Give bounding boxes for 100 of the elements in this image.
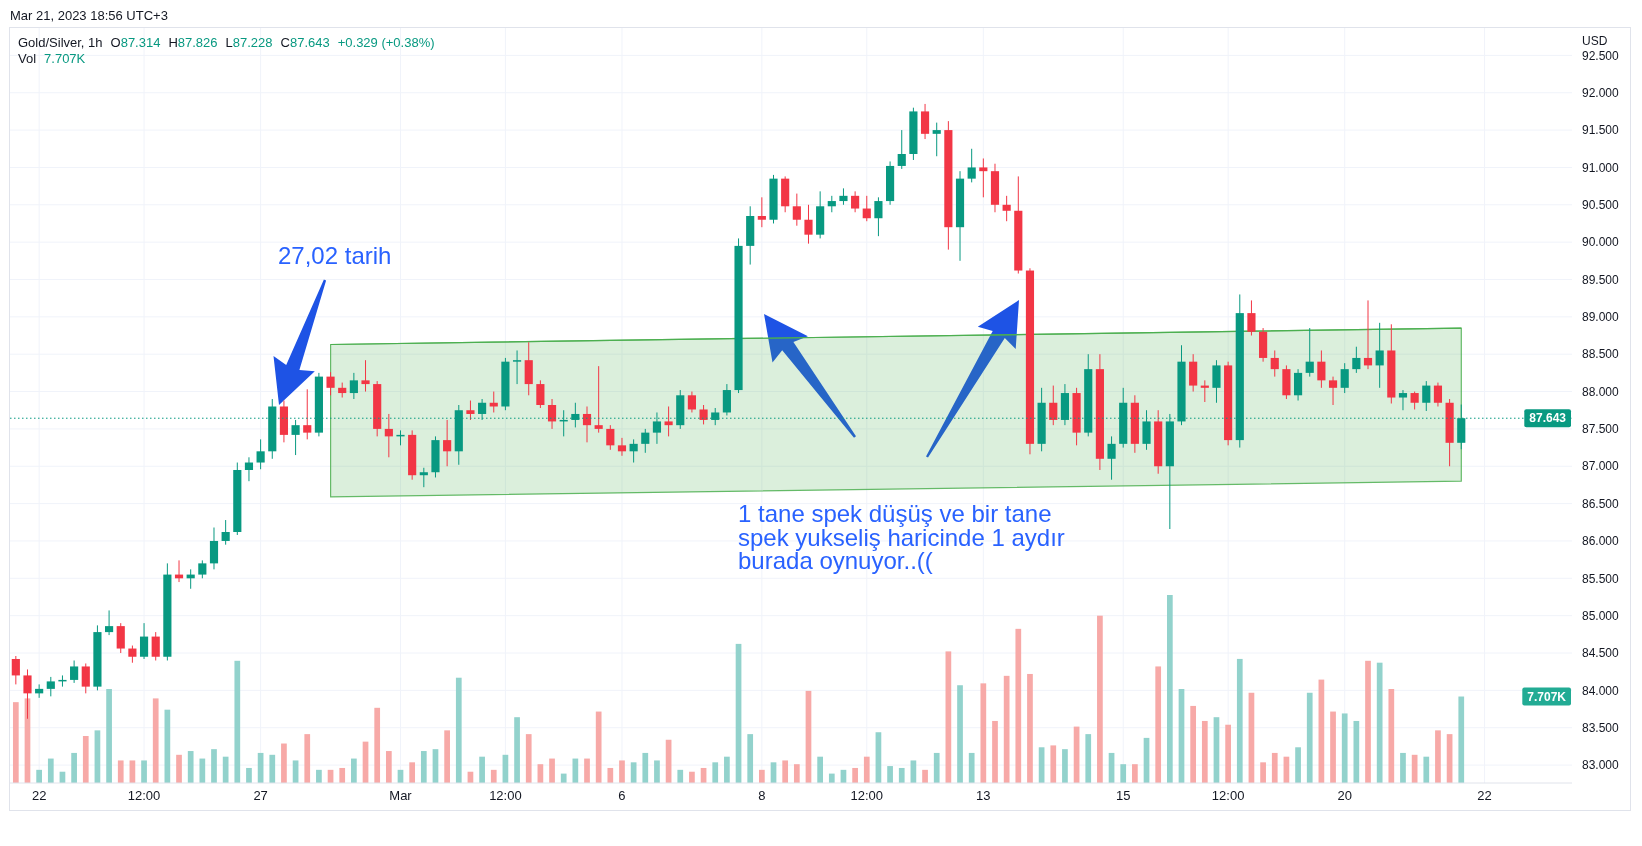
bar [1341, 713, 1348, 783]
annotation: +0.329 (+0.38%) [337, 34, 435, 50]
candlestick [1398, 389, 1408, 411]
candlestick [1247, 299, 1256, 337]
x-tick-label: 13 [976, 788, 991, 803]
bar [1225, 724, 1231, 783]
bar [595, 711, 602, 783]
bar [525, 734, 532, 783]
bar [211, 749, 217, 783]
text: Gold/Silver, 1h [18, 34, 103, 50]
bar [572, 758, 579, 783]
annotation: 7.707K [44, 50, 86, 66]
bar [607, 767, 614, 783]
candlestick [443, 419, 452, 467]
candlestick [1363, 299, 1373, 370]
bar [176, 754, 182, 783]
annotation: 7.707K [1527, 689, 1567, 704]
y-tick-label: 91.500 [1582, 123, 1620, 138]
bar [712, 762, 719, 783]
bar [642, 752, 649, 783]
y-tick-label: 85.000 [1582, 608, 1620, 623]
candlestick [326, 371, 335, 396]
candlestick [221, 519, 230, 546]
y-tick-label: 90.500 [1582, 197, 1620, 212]
candlestick [1352, 346, 1361, 374]
candlestick [256, 438, 265, 470]
bar [351, 758, 357, 783]
candlestick [851, 190, 860, 213]
candlestick [1328, 376, 1338, 406]
bar [1155, 666, 1162, 783]
y-tick-label: 89.000 [1582, 310, 1620, 325]
bar [887, 766, 893, 783]
candlestick [617, 437, 627, 457]
bar [1295, 747, 1301, 783]
y-tick-label: 84.000 [1582, 683, 1620, 698]
candlestick [244, 456, 254, 482]
candlestick [897, 129, 906, 170]
candlestick [606, 424, 615, 451]
annotation: 1 tane spek düşüş ve bir tane spek yukseliş haricinde 1 aydır burada oynuyor..(( [738, 500, 1065, 575]
x-tick-label: 6 [618, 788, 626, 803]
bar [1260, 762, 1266, 783]
bar [82, 736, 89, 783]
x-tick-label: 12:00 [127, 788, 161, 803]
bar [549, 758, 555, 783]
text: Mar 21, 2023 18:56 UTC+3 [10, 7, 168, 23]
candlestick [699, 404, 708, 425]
candlestick [151, 631, 160, 661]
bar [1236, 658, 1243, 783]
y-tick-label: 89.500 [1582, 272, 1620, 287]
x-tick-label: 22 [31, 788, 47, 803]
bar [1365, 660, 1371, 783]
y-tick-label: 88.500 [1582, 347, 1620, 362]
bar [1201, 720, 1208, 783]
x-tick-label: 12:00 [850, 788, 884, 803]
annotation: H87.826 [168, 34, 218, 50]
y-tick-label: 90.000 [1582, 235, 1620, 250]
bar [1435, 730, 1441, 783]
candlestick [536, 379, 545, 409]
bar [1271, 752, 1278, 783]
y-tick-label: 87.500 [1582, 422, 1620, 437]
x-tick-label: 22 [1477, 788, 1492, 803]
bar [1003, 675, 1010, 783]
bar [36, 769, 42, 783]
bar [817, 756, 823, 783]
candlestick [105, 609, 114, 636]
candlestick [757, 196, 766, 228]
annotation: L87.228 [225, 34, 273, 50]
candlestick [1305, 327, 1314, 378]
bar [269, 754, 276, 783]
bar [1190, 705, 1197, 783]
bar [980, 683, 987, 783]
candlestick [594, 365, 603, 434]
bar [141, 760, 147, 783]
bar [747, 734, 754, 783]
y-axis-title: USD [1582, 33, 1608, 48]
bar [316, 769, 322, 783]
candlestick [209, 527, 219, 570]
candlestick [1293, 368, 1303, 402]
bar [374, 707, 381, 783]
y-tick-label: 83.500 [1582, 720, 1620, 735]
bar [1062, 749, 1068, 783]
candlestick [979, 157, 988, 198]
candlestick [664, 405, 673, 437]
ref-line-label: 87.643 [1529, 411, 1567, 426]
bar [677, 769, 684, 783]
bar [117, 760, 124, 783]
candlestick [641, 428, 650, 454]
candlestick [1107, 435, 1116, 481]
y-tick-label: 92.500 [1582, 48, 1620, 63]
candlestick [349, 372, 358, 400]
bar [187, 751, 194, 783]
candlestick [804, 204, 813, 245]
candlestick [384, 413, 393, 458]
bar [619, 760, 625, 783]
x-tick-label: 20 [1337, 788, 1352, 803]
candlestick [46, 676, 55, 697]
candlestick [687, 391, 696, 413]
bar [1353, 720, 1360, 783]
bar [12, 702, 19, 783]
candlestick [70, 659, 79, 684]
